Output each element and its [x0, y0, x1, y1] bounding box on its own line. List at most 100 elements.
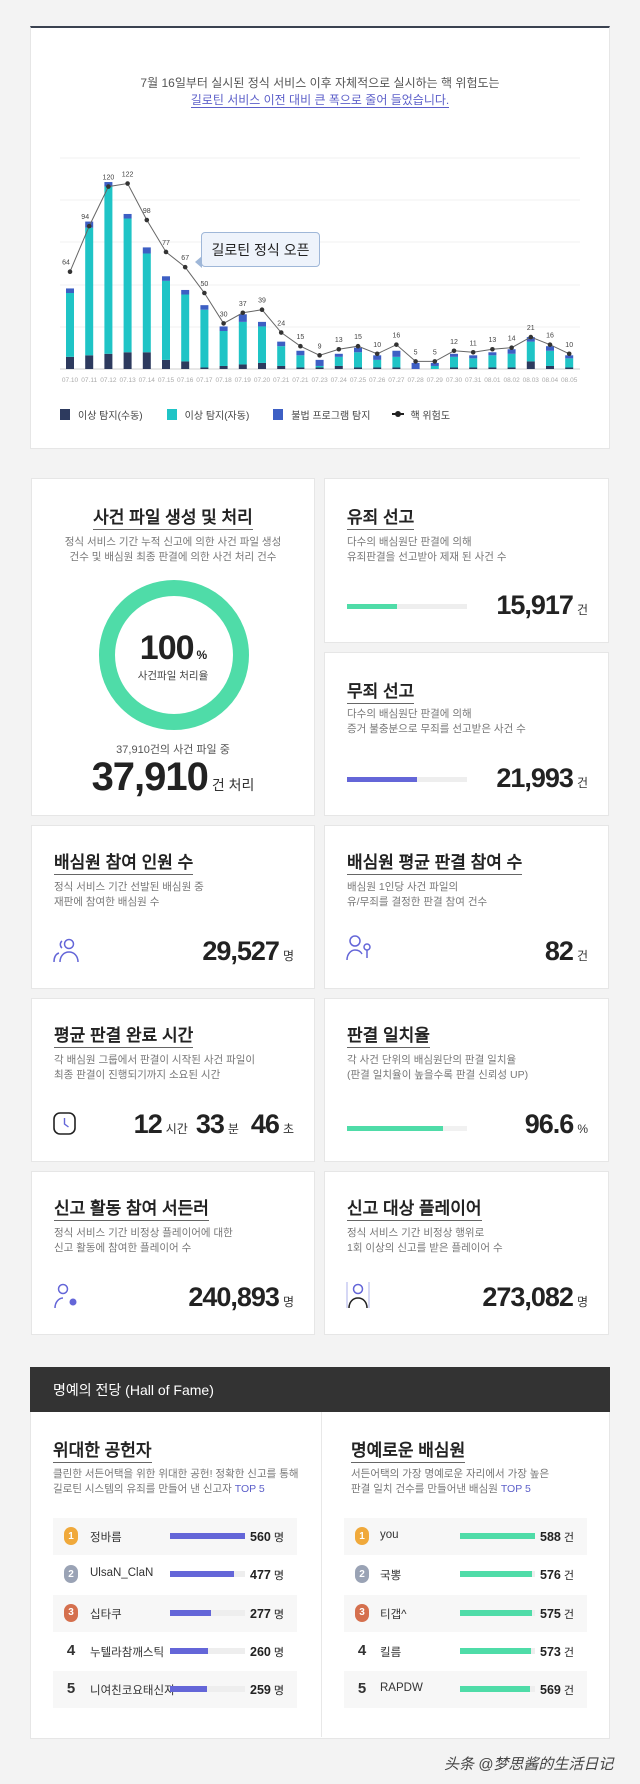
juror-gavel-icon	[346, 935, 371, 961]
avg-time-desc-1: 각 배심원 그룹에서 판결이 시작된 사건 파일이	[54, 1054, 256, 1066]
score-value: 560 명	[250, 1529, 284, 1545]
bar-manual	[296, 367, 305, 369]
score-bar-fill	[460, 1533, 535, 1539]
score-bar-fill	[460, 1571, 532, 1578]
bar-illegal	[565, 355, 574, 359]
contributors-desc-2-text: 길로틴 시스템의 유죄를 만들어 낸 신고자	[53, 1483, 235, 1495]
x-tick-label: 07.10	[62, 377, 79, 384]
bar-illegal	[123, 213, 132, 219]
jurors-value: 29,527 명	[202, 936, 294, 967]
case-files-card: 사건 파일 생성 및 처리 정식 서비스 기간 누적 신고에 의한 사건 파일 …	[31, 478, 315, 816]
jurors-hall-desc-2-text: 판결 일치 건수를 만들어낸 배심원	[351, 1483, 501, 1495]
risk-point	[355, 343, 361, 349]
score-bar	[460, 1571, 535, 1578]
risk-point	[163, 249, 169, 255]
processed-unit: 건 처리	[211, 777, 255, 793]
risk-point	[547, 342, 553, 347]
score-number: 573	[540, 1644, 561, 1659]
rank-number: 1	[359, 1530, 365, 1542]
risk-label: 15	[354, 334, 362, 341]
bar-illegal	[507, 349, 516, 354]
guilty-desc-1: 다수의 배심원단 판결에 의해	[347, 536, 472, 548]
avg-time-card: 평균 판결 완료 시간 각 배심원 그룹에서 판결이 시작된 사건 파일이 최종…	[31, 998, 315, 1162]
risk-point	[317, 353, 322, 358]
bar-auto	[142, 253, 151, 353]
bar-manual	[104, 353, 113, 369]
score-bar	[460, 1609, 535, 1616]
player-name: 킬름	[380, 1646, 402, 1659]
x-tick-label: 07.21	[273, 377, 290, 384]
bar-illegal	[219, 326, 228, 331]
avg-verdicts-title: 배심원 평균 판결 참여 수	[347, 848, 523, 875]
innocent-count: 21,993	[496, 763, 574, 793]
score-unit: 명	[273, 1570, 284, 1583]
bar-manual	[66, 356, 74, 369]
bar-illegal	[142, 247, 151, 254]
score-value: 573 건	[540, 1644, 574, 1660]
processed-count: 37,910	[91, 755, 209, 799]
bar-illegal	[258, 321, 266, 327]
bar-illegal	[411, 362, 420, 369]
risk-point	[240, 310, 246, 316]
innocent-unit: 건	[576, 776, 588, 790]
risk-point	[202, 290, 207, 296]
hall-row: 2 UlsaN_ClaN 477 명	[53, 1556, 297, 1593]
jurors-title: 배심원 참여 인원 수	[54, 848, 194, 875]
bar-manual	[181, 361, 190, 369]
x-tick-label: 07.19	[235, 377, 252, 384]
risk-label: 13	[489, 337, 497, 344]
risk-label: 122	[122, 172, 134, 179]
processing-ring-fill	[99, 580, 249, 730]
bar-auto	[219, 331, 228, 366]
risk-label: 24	[277, 321, 285, 328]
reporters-title: 신고 활동 참여 서든러	[54, 1194, 209, 1221]
bar-auto	[315, 365, 324, 368]
risk-label: 5	[414, 349, 418, 356]
bar-manual	[565, 367, 574, 369]
innocent-progress-fill	[347, 777, 417, 782]
avg-time-title: 평균 판결 완료 시간	[54, 1021, 194, 1048]
risk-point	[413, 359, 418, 364]
x-tick-label: 07.23	[311, 377, 328, 384]
reported-user-icon	[346, 1282, 370, 1309]
risk-point	[144, 217, 150, 223]
score-value: 477 명	[250, 1567, 284, 1583]
reported-unit: 명	[576, 1295, 588, 1309]
score-number: 575	[540, 1606, 561, 1621]
risk-point	[451, 348, 457, 354]
score-unit: 건	[563, 1570, 574, 1583]
score-number: 588	[540, 1530, 561, 1544]
bar-auto	[66, 293, 74, 357]
score-bar-fill	[170, 1571, 234, 1578]
bar-auto	[354, 352, 362, 368]
reporters-desc-1: 정식 서비스 기간 비정상 플레이어에 대한	[54, 1227, 233, 1239]
seconds-unit: 초	[282, 1122, 294, 1136]
risk-label: 94	[81, 214, 89, 221]
score-bar-fill	[460, 1609, 532, 1616]
risk-point	[125, 181, 130, 186]
hall-divider	[321, 1412, 322, 1737]
player-name: 십타쿠	[90, 1608, 122, 1621]
legend-line: 핵 위험도	[410, 410, 451, 422]
risk-point	[566, 351, 572, 357]
bar-manual	[142, 352, 151, 369]
bar-auto	[277, 346, 286, 366]
agreement-progress	[347, 1126, 467, 1131]
score-bar	[170, 1647, 245, 1654]
bar-manual	[526, 361, 535, 369]
jurors-desc-1: 정식 서비스 기간 선발된 배심원 중	[54, 881, 204, 893]
hall-row: 1 정바름 560 명	[53, 1518, 297, 1555]
bar-manual	[507, 367, 516, 369]
bar-auto	[181, 294, 190, 362]
risk-label: 16	[546, 333, 554, 340]
bar-illegal	[334, 353, 343, 357]
risk-label: 67	[181, 255, 189, 262]
x-tick-label: 07.18	[215, 377, 232, 384]
bar-manual	[546, 365, 554, 369]
bar-auto	[392, 356, 401, 368]
intro-link[interactable]: 길로틴 서비스 이전 대비 큰 폭으로 줄어 들었습니다.	[190, 93, 450, 108]
bar-manual	[392, 367, 401, 369]
risk-point	[106, 184, 111, 189]
jurors-desc-2: 재판에 참여한 배심원 수	[54, 896, 160, 908]
bar-illegal	[315, 359, 324, 366]
